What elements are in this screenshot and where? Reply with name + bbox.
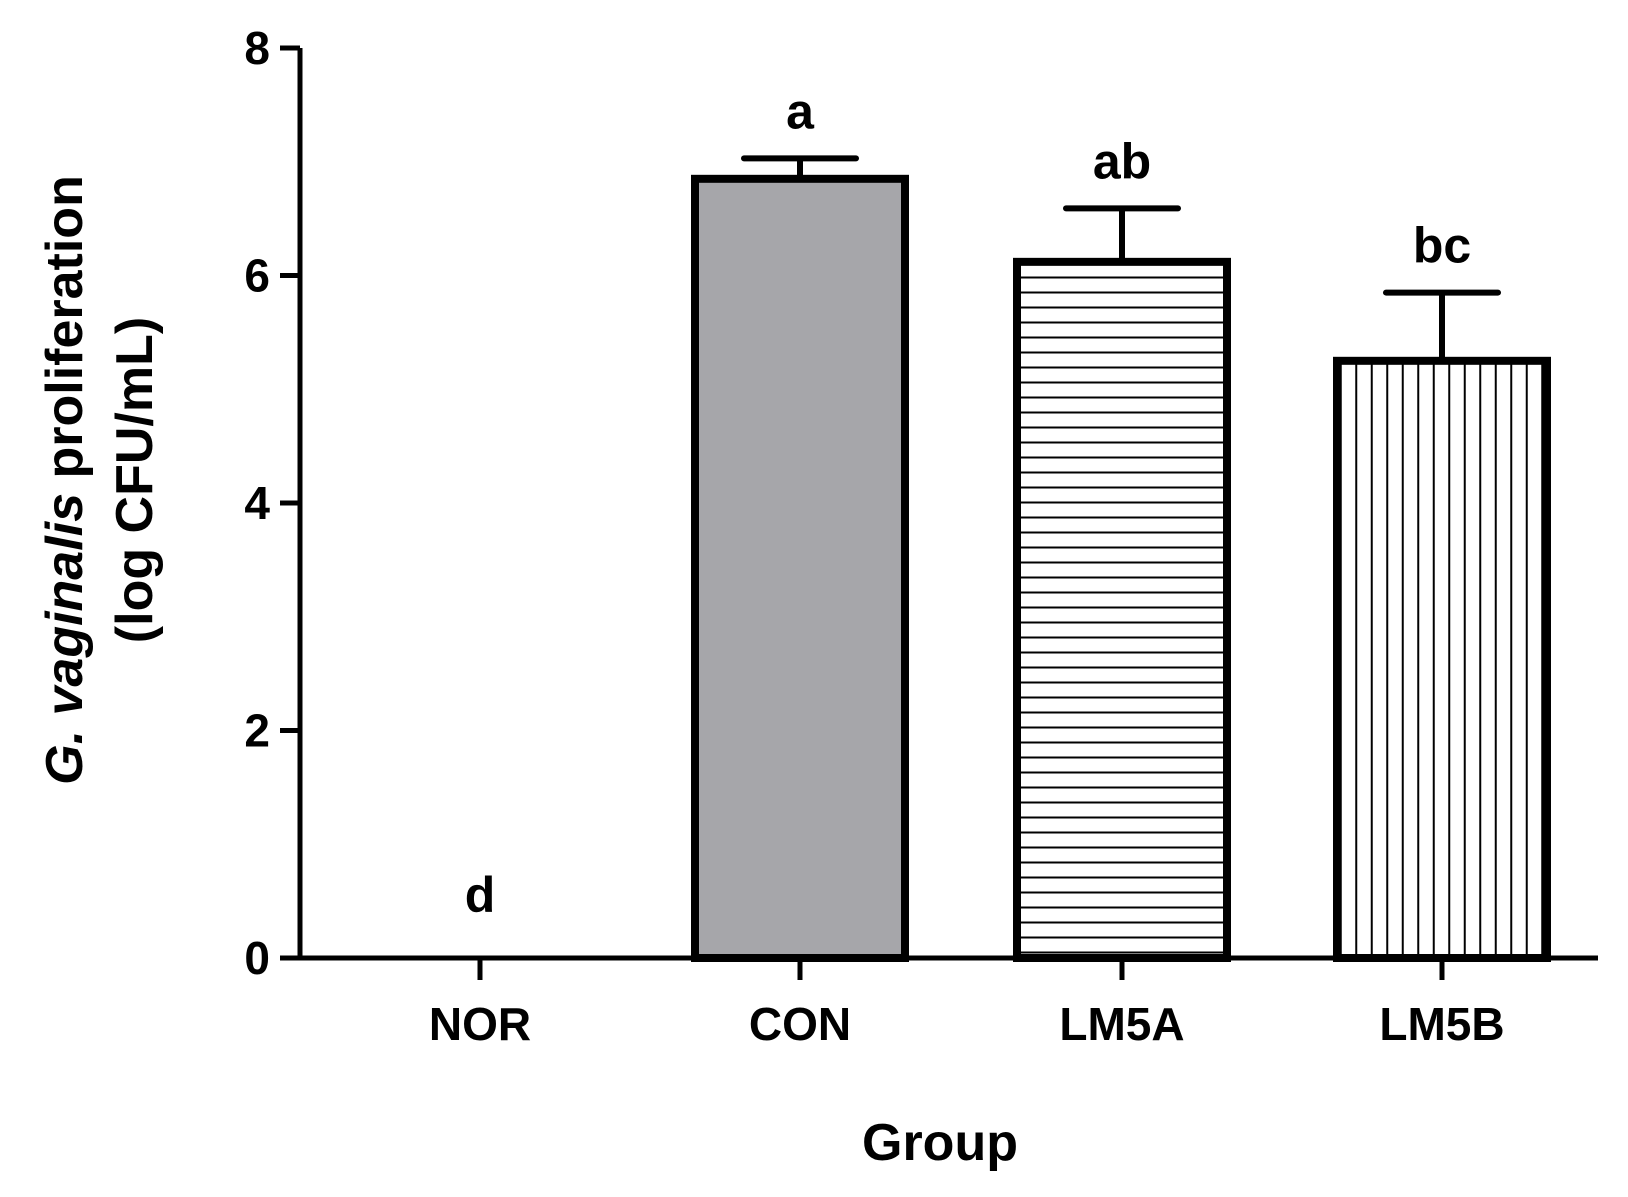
significance-label: ab (1093, 133, 1151, 189)
x-tick-label: LM5A (1059, 998, 1184, 1050)
x-tick-label: LM5B (1379, 998, 1504, 1050)
y-tick-label: 8 (244, 22, 270, 74)
bars (691, 155, 1551, 963)
x-tick-label: NOR (429, 998, 531, 1050)
y-axis-title-rest: proliferation (36, 175, 94, 493)
y-tick-label: 4 (244, 477, 270, 529)
significance-label: d (465, 867, 496, 923)
bar (691, 174, 909, 962)
y-axis-title-line2: (log CFU/mL) (106, 317, 164, 643)
x-axis-title: Group (862, 1114, 1018, 1172)
significance-label: bc (1413, 218, 1471, 274)
y-tick-label: 6 (244, 250, 270, 302)
significance-label: a (786, 83, 815, 139)
y-tick-label: 0 (244, 932, 270, 984)
bar (1013, 257, 1231, 963)
y-axis-title-italic: G. vaginalis (36, 493, 94, 785)
bar (1333, 356, 1551, 962)
y-tick-label: 2 (244, 705, 270, 757)
x-tick-label: CON (749, 998, 851, 1050)
labels: 0 2 4 6 8 NOR d CON a LM5A ab LM5B bc (244, 22, 1504, 1050)
y-axis-title: G. vaginalis proliferation (36, 175, 94, 785)
